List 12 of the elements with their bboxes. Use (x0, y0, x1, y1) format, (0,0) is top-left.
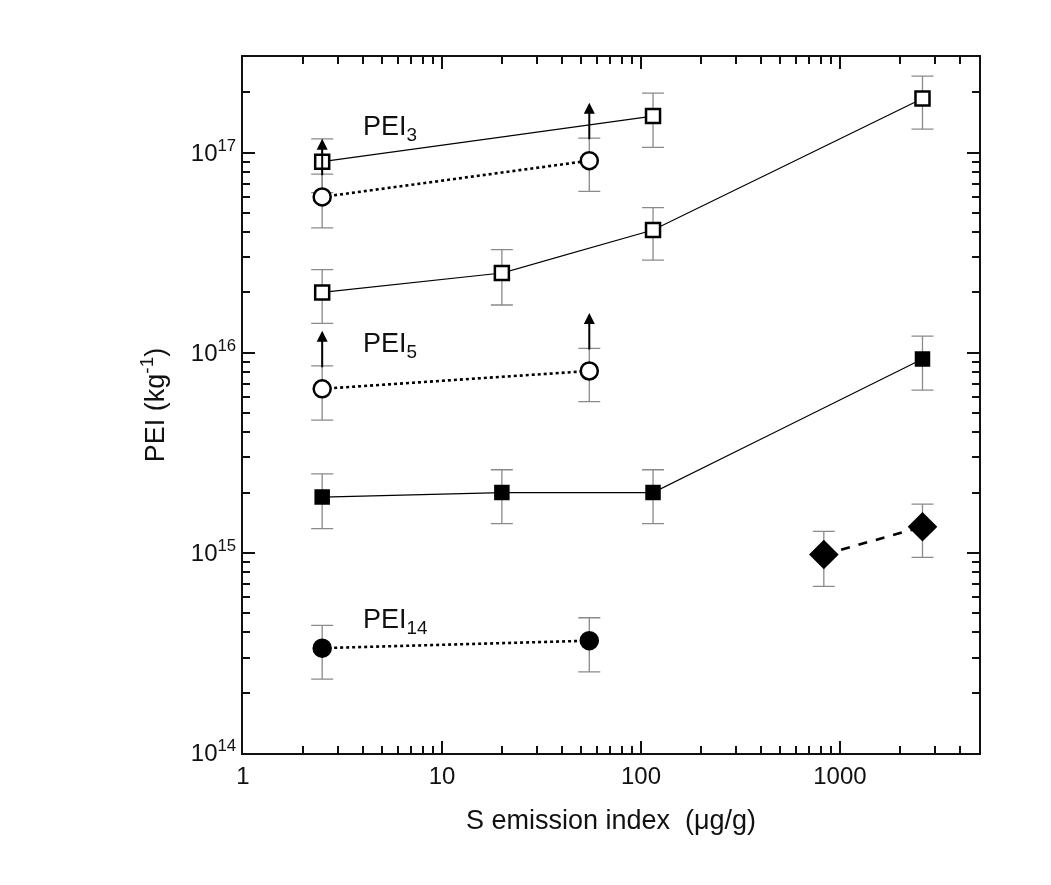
annotation: PEI$_{3}$ (363, 111, 418, 145)
x-tick-label: 1000 (813, 761, 867, 789)
x-tick-label: 1 (236, 761, 250, 789)
annotation: PEI$_{5}$ (363, 328, 418, 362)
y-tick-label: 10$^{15}$ (190, 536, 237, 567)
y-tick-label: 10$^{14}$ (190, 736, 237, 767)
annotation: PEI$_{14}$ (363, 604, 428, 638)
y-tick-label: 10$^{16}$ (190, 335, 237, 367)
x-tick-label: 100 (620, 761, 661, 789)
y-tick-label: 10$^{17}$ (190, 135, 237, 166)
x-axis-title: S emission index (μg/g) (465, 804, 757, 835)
x-tick-label: 10 (428, 761, 456, 789)
